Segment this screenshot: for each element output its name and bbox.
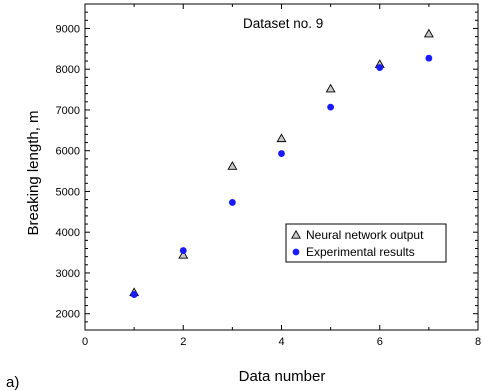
nn-output-point <box>276 133 287 143</box>
y-tick-label: 5000 <box>56 186 80 198</box>
y-tick-label: 2000 <box>56 309 80 321</box>
experimental-point <box>278 150 285 157</box>
x-tick-label: 4 <box>278 336 284 348</box>
legend-marker <box>291 229 301 239</box>
y-tick-label: 9000 <box>56 23 80 35</box>
plot-frame <box>84 3 479 331</box>
x-tick-label: 6 <box>377 336 383 348</box>
x-tick-label: 0 <box>82 336 88 348</box>
y-tick-label: 8000 <box>56 64 80 76</box>
dataset-annotation: Dataset no. 9 <box>243 16 323 31</box>
nn-output-point <box>325 83 336 93</box>
experimental-point <box>179 247 187 254</box>
experimental-point <box>327 103 335 111</box>
experimental-point <box>376 64 384 71</box>
legend-label: Experimental results <box>306 245 415 259</box>
x-tick-label: 2 <box>180 336 186 348</box>
experimental-point <box>425 54 433 62</box>
y-tick-label: 3000 <box>56 268 80 280</box>
y-tick-label: 7000 <box>56 105 80 117</box>
legend-box <box>285 223 447 263</box>
legend-label: Neural network output <box>306 228 424 242</box>
x-tick-label: 8 <box>475 336 481 348</box>
legend-marker <box>292 248 300 256</box>
experimental-point <box>228 199 236 206</box>
experimental-point <box>130 291 138 298</box>
nn-output-point <box>423 28 434 38</box>
nn-output-point <box>227 161 238 170</box>
nn-output-point <box>178 249 189 259</box>
panel-label: a) <box>6 374 19 391</box>
y-tick-label: 6000 <box>56 146 80 158</box>
y-axis-title: Breaking length, m <box>25 110 42 235</box>
y-tick-label: 4000 <box>56 227 80 239</box>
plot-area: 0 2 4 6 8 2000 3000 4000 5000 6000 7000 8000 9000 Neu… <box>56 3 481 348</box>
x-axis-title: Data number <box>239 368 326 385</box>
